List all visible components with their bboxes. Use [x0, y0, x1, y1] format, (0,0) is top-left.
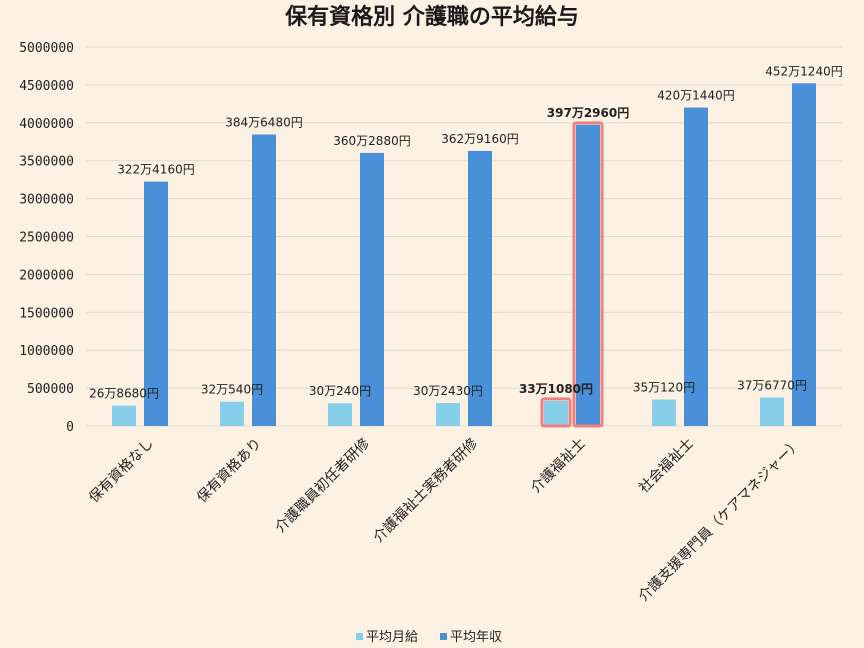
- bar-monthly-3: [436, 403, 460, 426]
- bars: [112, 83, 816, 428]
- data-labels: 26万8680円 322万4160円 32万540円 384万6480円 30万240円…: [89, 64, 843, 400]
- legend-swatch: [356, 633, 363, 640]
- x-category-label: 介護職員初任者研修: [272, 435, 373, 536]
- bar-monthly-5: [652, 399, 676, 426]
- y-axis-ticks: 0 500000 1000000 1500000 2000000 2500000 30000…: [19, 41, 74, 435]
- bar-annual-2: [360, 152, 384, 426]
- data-label: 30万2430円: [413, 384, 483, 398]
- y-tick-label: 4000000: [19, 117, 74, 132]
- highlight-outline: [572, 121, 604, 428]
- y-tick-label: 2500000: [19, 231, 74, 246]
- y-tick-label: 500000: [27, 382, 74, 397]
- data-label: 452万1240円: [765, 64, 842, 78]
- bar-annual-1: [252, 134, 276, 426]
- data-label: 322万4160円: [117, 163, 194, 177]
- bar-annual-6: [792, 83, 816, 426]
- grid-lines: [86, 46, 842, 427]
- y-tick-label: 1000000: [19, 344, 74, 359]
- y-tick-label: 2000000: [19, 268, 74, 283]
- data-label: 26万8680円: [89, 387, 159, 401]
- data-label: 362万9160円: [441, 132, 518, 146]
- x-category-label: 社会福祉士: [636, 436, 697, 497]
- y-tick-label: 5000000: [19, 41, 74, 56]
- data-label: 30万240円: [309, 384, 371, 398]
- bar-monthly-0: [112, 405, 136, 426]
- bar-annual-0: [144, 181, 168, 426]
- legend-label: 平均年収: [450, 630, 502, 645]
- y-tick-label: 3000000: [19, 193, 74, 208]
- bar-monthly-6: [760, 397, 784, 426]
- legend-swatch: [440, 633, 447, 640]
- data-label: 37万6770円: [737, 378, 807, 392]
- legend-label: 平均月給: [366, 630, 418, 645]
- data-label: 397万2960円: [547, 106, 629, 120]
- data-label: 420万1440円: [657, 89, 734, 103]
- legend: 平均月給 平均年収: [356, 630, 502, 645]
- y-tick-label: 4500000: [19, 79, 74, 94]
- y-tick-label: 3500000: [19, 155, 74, 170]
- y-tick-label: 0: [66, 420, 74, 435]
- bar-annual-3: [468, 150, 492, 426]
- bar-monthly-2: [328, 403, 352, 426]
- x-category-label: 保有資格あり: [194, 436, 265, 507]
- bar-annual-4: [576, 124, 600, 426]
- data-label: 384万6480円: [225, 115, 302, 129]
- y-tick-label: 1500000: [19, 306, 74, 321]
- bar-annual-5: [684, 107, 708, 426]
- data-label: 32万540円: [201, 383, 263, 397]
- data-label: 360万2880円: [333, 134, 410, 148]
- data-label: 33万1080円: [519, 382, 593, 396]
- x-category-label: 保有資格なし: [86, 436, 157, 507]
- x-category-label: 介護福祉士: [528, 436, 589, 497]
- chart-title: 保有資格別 介護職の平均給与: [284, 4, 579, 30]
- highlight-outline: [540, 397, 572, 428]
- data-label: 35万120円: [633, 380, 695, 394]
- bar-monthly-1: [220, 401, 244, 426]
- x-category-label: 介護福祉士実務者研修: [371, 436, 481, 546]
- bar-monthly-4: [544, 400, 568, 426]
